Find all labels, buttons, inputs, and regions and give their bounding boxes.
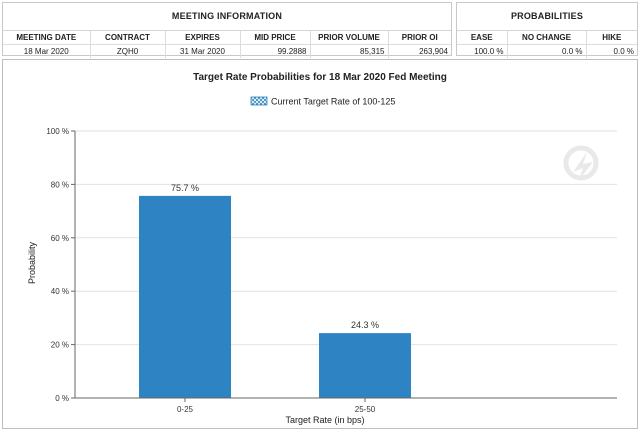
meeting-info-panel: MEETING INFORMATION MEETING DATE CONTRAC… — [2, 2, 452, 58]
header-contract: CONTRACT — [90, 31, 166, 45]
meeting-info-table: MEETING DATE CONTRACT EXPIRES MID PRICE … — [3, 31, 451, 58]
data-label-0-25: 75.7 % — [171, 183, 199, 193]
header-ease: EASE — [457, 31, 508, 45]
value-prior-volume: 85,315 — [310, 44, 389, 58]
bar-0-25[interactable] — [139, 195, 231, 398]
meeting-info-header-row: MEETING DATE CONTRACT EXPIRES MID PRICE … — [3, 31, 451, 45]
legend-label: Current Target Rate of 100-125 — [271, 97, 395, 107]
probabilities-value-row: 100.0 % 0.0 % 0.0 % — [457, 44, 637, 58]
probability-chart: Target Rate Probabilities for 18 Mar 202… — [27, 72, 617, 425]
header-meeting-date: MEETING DATE — [3, 31, 91, 45]
y-tick-labels: 0 % 20 % 40 % 60 % 80 % 100 % — [46, 127, 75, 403]
bar-25-50[interactable] — [319, 333, 411, 398]
probabilities-panel: PROBABILITIES EASE NO CHANGE HIKE 100.0 … — [456, 2, 638, 58]
y-tick-label: 80 % — [51, 180, 69, 189]
bars — [139, 195, 411, 398]
probabilities-table: EASE NO CHANGE HIKE 100.0 % 0.0 % 0.0 % — [457, 31, 637, 58]
value-hike: 0.0 % — [613, 47, 634, 56]
header-mid-price: MID PRICE — [240, 31, 311, 45]
header-prior-oi: PRIOR OI — [388, 31, 451, 45]
y-tick-label: 100 % — [46, 127, 69, 136]
header-hike: HIKE — [586, 31, 637, 45]
chart-legend[interactable]: Current Target Rate of 100-125 — [250, 96, 395, 107]
x-tick-label-25-50: 25-50 — [355, 405, 376, 414]
y-axis-label: Probability — [27, 241, 37, 284]
y-tick-label: 20 % — [51, 341, 69, 350]
x-axis-label: Target Rate (in bps) — [285, 415, 364, 425]
y-tick-label: 0 % — [55, 394, 69, 403]
header-expires: EXPIRES — [165, 31, 241, 45]
header-no-change: NO CHANGE — [507, 31, 587, 45]
value-mid-price: 99.2888 — [240, 44, 311, 58]
value-meeting-date: 18 Mar 2020 — [3, 44, 91, 58]
value-expires: 31 Mar 2020 — [165, 44, 241, 58]
value-ease: 100.0 % — [457, 44, 508, 58]
value-no-change: 0.0 % — [507, 44, 587, 58]
meeting-info-value-row: 18 Mar 2020 ZQH0 31 Mar 2020 99.2888 85,… — [3, 44, 451, 58]
x-tick-labels: 0-25 25-50 — [177, 398, 376, 414]
data-label-25-50: 24.3 % — [351, 320, 379, 330]
meeting-info-title: MEETING INFORMATION — [3, 3, 451, 31]
header-prior-volume: PRIOR VOLUME — [310, 31, 389, 45]
legend-swatch-icon — [250, 96, 268, 106]
data-labels: 75.7 % 24.3 % — [171, 183, 379, 330]
chart-title: Target Rate Probabilities for 18 Mar 202… — [193, 72, 447, 83]
probabilities-header-row: EASE NO CHANGE HIKE — [457, 31, 637, 45]
chart-panel: Target Rate Probabilities for 18 Mar 202… — [2, 59, 638, 429]
value-contract: ZQH0 — [90, 44, 166, 58]
y-tick-label: 40 % — [51, 287, 69, 296]
y-tick-label: 60 % — [51, 234, 69, 243]
x-tick-label-0-25: 0-25 — [177, 405, 194, 414]
cme-watermark-logo — [563, 145, 599, 181]
value-prior-oi: 263,904 — [419, 47, 448, 56]
probabilities-title: PROBABILITIES — [457, 3, 637, 31]
